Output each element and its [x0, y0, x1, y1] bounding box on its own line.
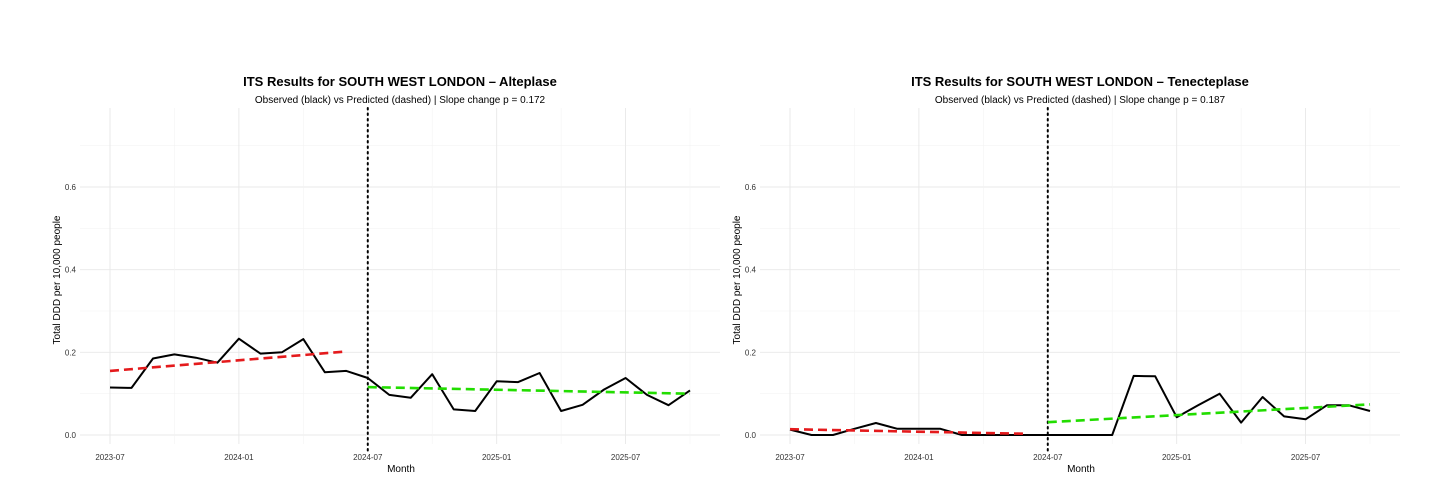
y-tick-label: 0.4	[65, 266, 77, 275]
data-point	[474, 410, 476, 412]
predicted-trend-line	[789, 427, 1027, 436]
chart-panel-2: 0.0 0.2 0.4 0.6 2023-07 2024-01 2024-07 2025-01…	[732, 74, 1400, 475]
x-tick-label: 2025-07	[1291, 453, 1321, 462]
chart-subtitle: Observed (black) vs Predicted (dashed) |…	[935, 95, 1226, 106]
x-axis-label: Month	[387, 464, 415, 475]
y-tick-label: 0.2	[65, 348, 77, 357]
y-axis-label: Total DDD per 10,000 people	[732, 215, 743, 344]
data-point	[581, 404, 583, 406]
data-point	[603, 388, 605, 390]
data-point	[646, 394, 648, 396]
data-point	[302, 338, 304, 340]
data-point	[789, 428, 791, 430]
x-axis-label: Month	[1067, 464, 1095, 475]
data-point	[173, 353, 175, 355]
data-point	[1261, 396, 1263, 398]
observed-line	[789, 374, 1371, 436]
data-point	[1133, 375, 1135, 377]
data-point	[345, 370, 347, 372]
y-tick-label: 0.2	[745, 348, 757, 357]
predicted-trend-line	[367, 385, 691, 395]
y-tick-label: 0.6	[65, 183, 77, 192]
data-point	[1025, 433, 1027, 435]
data-point	[496, 380, 498, 382]
y-tick-label: 0.6	[745, 183, 757, 192]
data-point	[367, 377, 369, 379]
chart-title: ITS Results for SOUTH WEST LONDON – Tene…	[911, 74, 1249, 89]
data-point	[195, 357, 197, 359]
data-point	[539, 372, 541, 374]
data-point	[896, 428, 898, 430]
x-tick-label: 2025-07	[611, 453, 641, 462]
data-point	[689, 393, 691, 395]
predicted-trend-line	[109, 350, 347, 373]
data-point	[810, 434, 812, 436]
data-point	[1197, 404, 1199, 406]
data-point	[560, 410, 562, 412]
data-point	[1047, 434, 1049, 436]
data-point	[1219, 393, 1221, 395]
data-point	[1369, 410, 1371, 412]
data-point	[939, 428, 941, 430]
data-point	[130, 387, 132, 389]
data-point	[1047, 421, 1049, 423]
data-point	[624, 377, 626, 379]
y-tick-label: 0.0	[65, 431, 77, 440]
data-point	[1304, 418, 1306, 420]
x-tick-label: 2025-01	[1162, 453, 1192, 462]
data-point	[1154, 375, 1156, 377]
data-point	[388, 394, 390, 396]
data-point	[109, 386, 111, 388]
data-point	[1240, 422, 1242, 424]
data-point	[367, 386, 369, 388]
x-tick-label: 2024-01	[904, 453, 934, 462]
data-point	[1090, 434, 1092, 436]
data-point	[982, 434, 984, 436]
data-point	[918, 428, 920, 430]
data-point	[431, 373, 433, 375]
data-point	[410, 397, 412, 399]
data-point	[238, 338, 240, 340]
data-point	[345, 350, 347, 352]
data-point	[1369, 403, 1371, 405]
data-point	[281, 351, 283, 353]
x-tick-label: 2024-07	[353, 453, 383, 462]
chart-title: ITS Results for SOUTH WEST LONDON – Alte…	[243, 74, 557, 89]
data-point	[259, 352, 261, 354]
grid	[760, 108, 1400, 444]
data-point	[667, 404, 669, 406]
data-point	[109, 370, 111, 372]
y-tick-label: 0.0	[745, 431, 757, 440]
data-point	[324, 371, 326, 373]
x-tick-label: 2024-01	[224, 453, 254, 462]
observed-line	[109, 337, 691, 412]
chart-panel-1: 0.0 0.2 0.4 0.6 2023-07 2024-01 2024-07 2025-01…	[52, 74, 720, 475]
x-tick-label: 2025-01	[482, 453, 512, 462]
data-point	[1176, 416, 1178, 418]
y-axis-label: Total DDD per 10,000 people	[52, 215, 63, 344]
data-point	[689, 389, 691, 391]
data-point	[517, 381, 519, 383]
data-point	[453, 408, 455, 410]
data-point	[152, 357, 154, 359]
data-point	[961, 434, 963, 436]
data-point	[1283, 415, 1285, 417]
y-tick-label: 0.4	[745, 266, 757, 275]
data-point	[1068, 434, 1070, 436]
x-tick-label: 2024-07	[1033, 453, 1063, 462]
chart-subtitle: Observed (black) vs Predicted (dashed) |…	[255, 95, 546, 106]
data-point	[1111, 434, 1113, 436]
x-tick-label: 2023-07	[95, 453, 125, 462]
data-point	[832, 434, 834, 436]
x-tick-label: 2023-07	[775, 453, 805, 462]
data-point	[875, 422, 877, 424]
predicted-trend-line	[1047, 403, 1371, 424]
